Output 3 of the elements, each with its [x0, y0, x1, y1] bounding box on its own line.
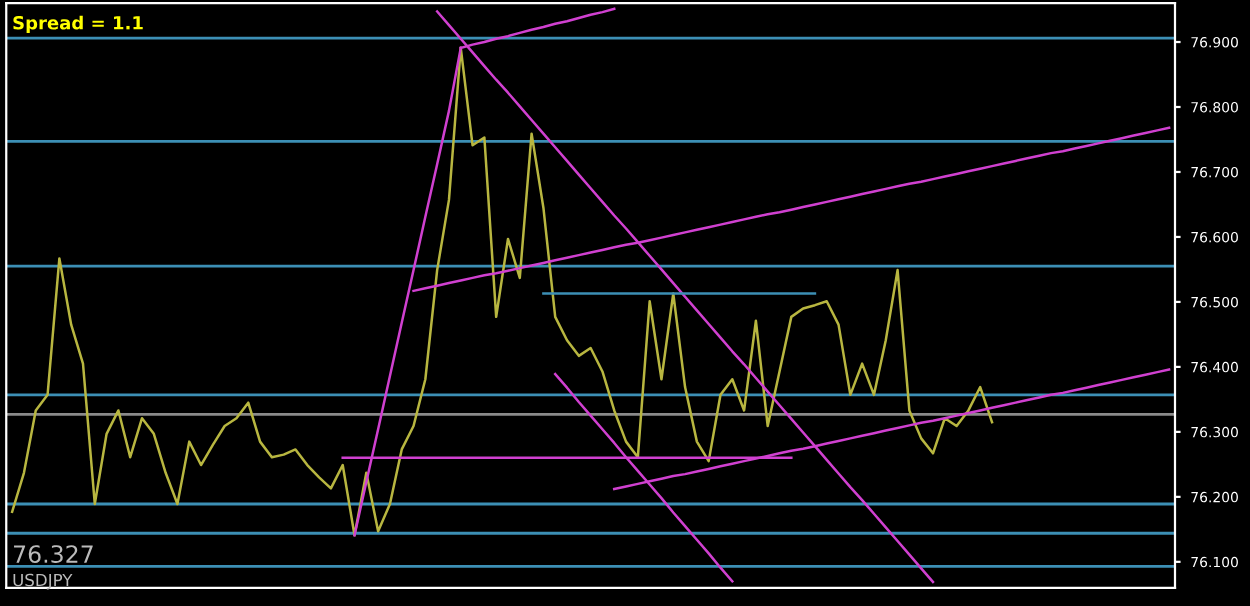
annotation: Spread = 1.1 — [13, 15, 143, 34]
annotation: 76.327 — [14, 545, 93, 564]
annotation: USDJPY — [13, 573, 73, 590]
